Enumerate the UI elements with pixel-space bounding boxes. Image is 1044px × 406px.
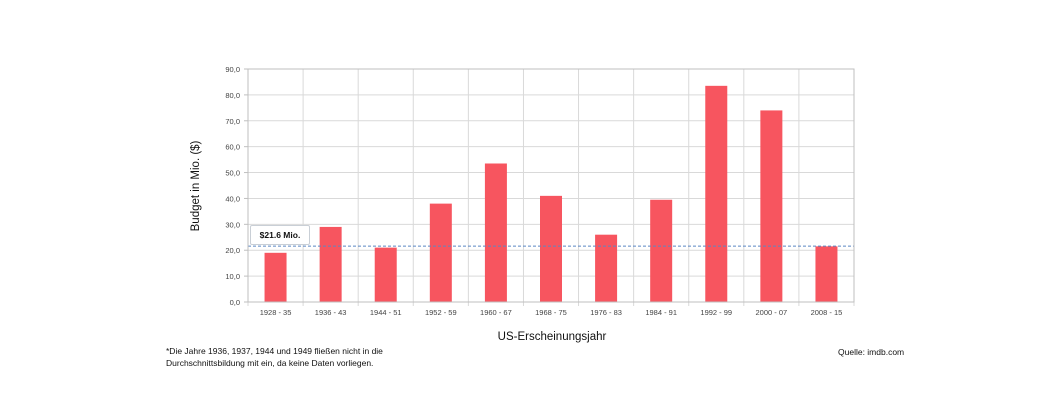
plot-border	[247, 68, 855, 303]
bar	[595, 234, 618, 302]
bar	[484, 163, 507, 302]
x-tick-label: 2000 - 07	[756, 308, 788, 317]
y-tick-label: 30,0	[225, 220, 240, 229]
bar	[374, 247, 397, 302]
x-tick-label: 1928 - 35	[260, 308, 292, 317]
bar	[650, 199, 673, 302]
source-label: Quelle: imdb.com	[838, 347, 905, 357]
bar	[319, 226, 342, 302]
bar	[429, 203, 452, 302]
y-tick-label: 20,0	[225, 246, 240, 255]
average-label: $21.6 Mio.	[250, 225, 310, 245]
bar	[540, 195, 562, 302]
y-tick-labels: 0,0 10,0 20,0 30,0 40,0 50,0 60,0 70,0 80,0 90,0	[225, 65, 240, 307]
x-tick-label: 1944 - 51	[370, 308, 402, 317]
x-tick-label: 1976 - 83	[590, 308, 622, 317]
grid-lines	[244, 68, 855, 306]
x-tick-label: 1984 - 91	[645, 308, 677, 317]
y-tick-label: 50,0	[225, 169, 240, 178]
bars	[264, 85, 838, 302]
x-tick-label: 1952 - 59	[425, 308, 457, 317]
x-axis-title: US-Erscheinungsjahr	[498, 331, 607, 343]
y-tick-label: 0,0	[230, 298, 240, 307]
bar	[815, 246, 838, 302]
y-tick-label: 60,0	[225, 143, 240, 152]
x-tick-labels: 1928 - 35 1936 - 43 1944 - 51 1952 - 59 1960…	[260, 308, 843, 317]
y-tick-label: 10,0	[225, 272, 240, 281]
y-tick-label: 90,0	[225, 65, 240, 74]
bar	[760, 110, 783, 302]
x-tick-label: 1992 - 99	[700, 308, 732, 317]
footnote: *Die Jahre 1936, 1937, 1944 und 1949 fli…	[166, 346, 383, 368]
bar	[705, 85, 728, 302]
x-tick-label: 1936 - 43	[315, 308, 347, 317]
y-tick-label: 80,0	[225, 91, 240, 100]
y-tick-label: 40,0	[225, 194, 240, 203]
x-tick-label: 1960 - 67	[480, 308, 512, 317]
plot-frame	[247, 68, 855, 303]
y-tick-label: 70,0	[225, 117, 240, 126]
x-tick-label: 1968 - 75	[535, 308, 567, 317]
x-tick-label: 2008 - 15	[811, 308, 843, 317]
y-axis-title: Budget in Mio. ($)	[190, 140, 202, 231]
bar	[264, 252, 287, 302]
